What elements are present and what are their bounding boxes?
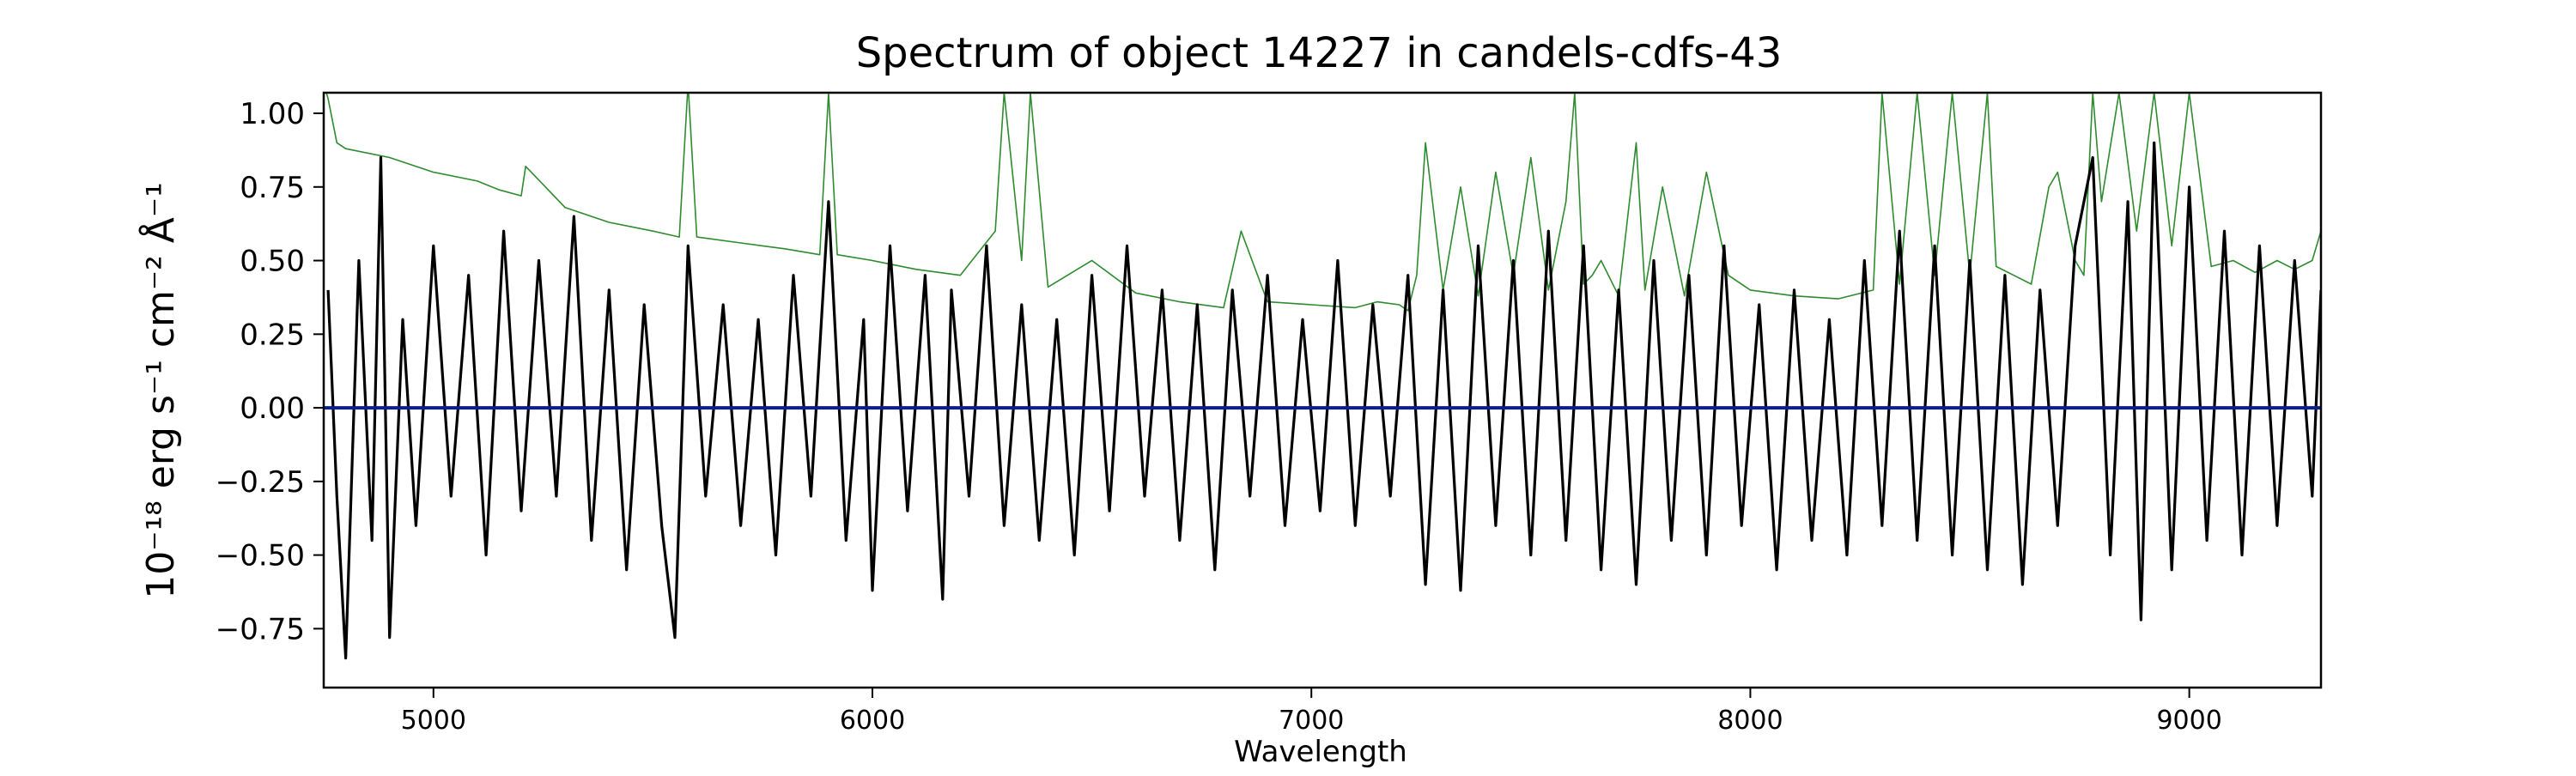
y-tick-label: 0.25 [240, 318, 305, 352]
x-tick-label: 9000 [2156, 706, 2221, 736]
y-tick-label: 0.00 [240, 391, 305, 426]
x-axis-label: Wavelength [1234, 735, 1407, 769]
x-tick-label: 6000 [840, 706, 905, 736]
x-tick-label: 8000 [1717, 706, 1783, 736]
error-series-line [325, 93, 2321, 312]
x-tick-label: 5000 [401, 706, 466, 736]
y-tick-label: −0.75 [216, 612, 305, 646]
y-tick-label: −0.50 [216, 539, 305, 573]
y-tick-label: 0.50 [240, 245, 305, 279]
y-tick-label: −0.25 [216, 465, 305, 500]
y-tick-label: 1.00 [240, 97, 305, 131]
y-tick-label: 0.75 [240, 171, 305, 205]
plot-frame [322, 91, 2323, 689]
flux-series-line [326, 141, 2321, 660]
chart-title: Spectrum of object 14227 in candels-cdfs… [856, 29, 1783, 77]
x-tick-label: 7000 [1279, 706, 1344, 736]
y-axis-label: 10⁻¹⁸ erg s⁻¹ cm⁻² Å⁻¹ [137, 182, 183, 598]
